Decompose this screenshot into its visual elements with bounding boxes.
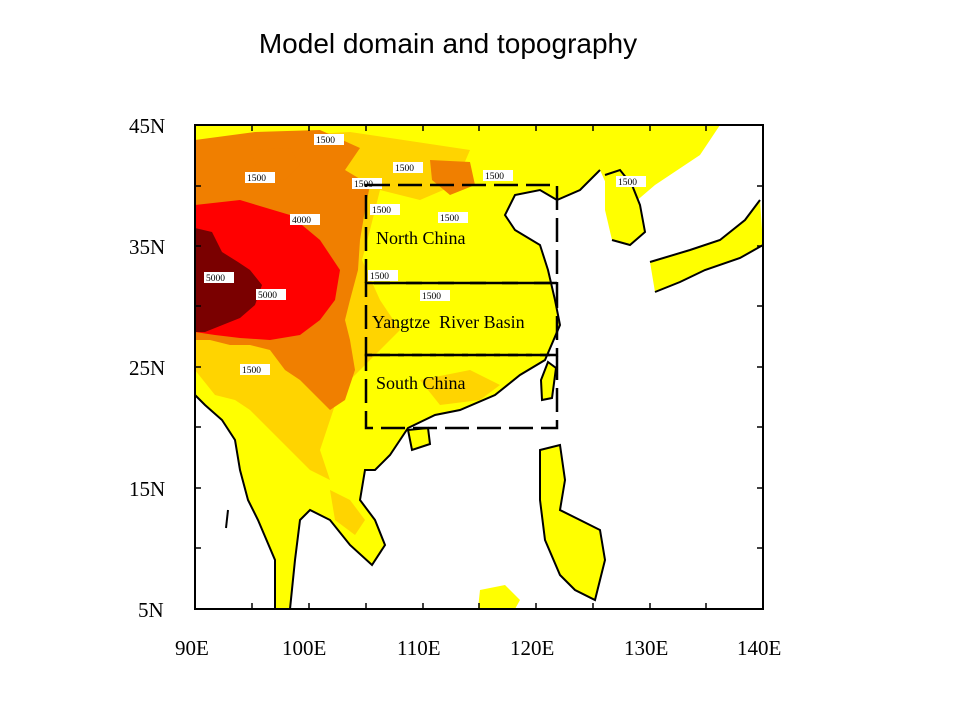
region-boxes: [364, 183, 559, 430]
coastline-korea: [604, 168, 647, 247]
contour-labels: 1500 1500 1500 1500 1500 1500 1500 1500 …: [204, 134, 646, 376]
terrain-south-patches: [420, 370, 500, 405]
lat-tick-labels: 45N 35N 25N 15N 5N: [129, 114, 165, 622]
contour-label: 1500: [438, 212, 468, 224]
contour-label: 1500: [370, 204, 400, 216]
lon-tick-label: 120E: [510, 636, 554, 660]
contour-label-text: 5000: [206, 274, 225, 284]
terrain-japan: [650, 200, 763, 292]
contour-label: 1500: [420, 290, 450, 302]
contour-label-text: 1500: [242, 366, 261, 376]
contour-label: 1500: [483, 170, 513, 182]
coastline-taiwan: [539, 360, 558, 402]
lon-tick-label: 110E: [397, 636, 441, 660]
lat-tick-label: 25N: [129, 356, 165, 380]
contour-label: 1500: [240, 364, 270, 376]
contour-label-text: 1500: [247, 174, 266, 184]
contour-label-text: 1500: [618, 178, 637, 188]
contour-label: 1500: [616, 176, 646, 188]
terrain-indochina-patch: [330, 490, 365, 535]
lat-tick-label: 5N: [138, 598, 164, 622]
region-box-yangtze: [364, 281, 559, 357]
coastline-japan: [649, 199, 764, 293]
coastline-philippines: [539, 443, 607, 602]
contour-label-text: 1500: [440, 214, 459, 224]
contour-label-text: 1500: [395, 164, 414, 174]
region-box-south-china: [364, 353, 559, 430]
terrain-hainan: [408, 428, 430, 450]
lon-tick-label: 90E: [175, 636, 209, 660]
coastline-mainland: [289, 169, 601, 610]
contour-label: 1500: [352, 178, 382, 190]
lon-tick-label: 100E: [282, 636, 326, 660]
lat-tick-label: 35N: [129, 235, 165, 259]
lon-ticks: [251, 125, 707, 609]
coastline-myanmar: [194, 394, 276, 609]
contour-label-text: 1500: [372, 206, 391, 216]
region-label-yangtze: Yangtze River Basin: [372, 312, 525, 332]
coastlines: [194, 168, 764, 610]
lon-tick-label: 130E: [624, 636, 668, 660]
contour-label: 5000: [256, 289, 286, 301]
region-box-north-china: [364, 183, 559, 285]
contour-label: 1500: [245, 172, 275, 184]
terrain-layer: [195, 125, 763, 609]
lat-ticks: [195, 124, 763, 549]
lat-tick-label: 45N: [129, 114, 165, 138]
terrain-borneo: [478, 585, 520, 609]
contour-label: 1500: [368, 270, 398, 282]
coastline-sumatra-hint: [225, 509, 229, 529]
lon-tick-labels: 90E 100E 110E 120E 130E 140E: [175, 636, 781, 660]
contour-label-text: 1500: [370, 272, 389, 282]
contour-label-text: 4000: [292, 216, 311, 226]
contour-label-text: 5000: [258, 291, 277, 301]
terrain-philippines: [540, 445, 605, 600]
contour-label: 1500: [393, 162, 423, 174]
region-label-north-china: North China: [376, 228, 466, 248]
region-label-south-china: South China: [376, 373, 466, 393]
contour-label: 5000: [204, 272, 234, 284]
contour-label: 1500: [314, 134, 344, 146]
contour-label-text: 1500: [422, 292, 441, 302]
contour-label-text: 1500: [316, 136, 335, 146]
region-labels: North China Yangtze River Basin South Ch…: [372, 228, 525, 393]
lat-tick-label: 15N: [129, 477, 165, 501]
lon-tick-label: 140E: [737, 636, 781, 660]
terrain-korea: [605, 170, 645, 245]
slide-title: Model domain and topography: [258, 28, 638, 59]
contour-label-text: 1500: [485, 172, 504, 182]
contour-label-text: 1500: [354, 180, 373, 190]
contour-label: 4000: [290, 214, 320, 226]
